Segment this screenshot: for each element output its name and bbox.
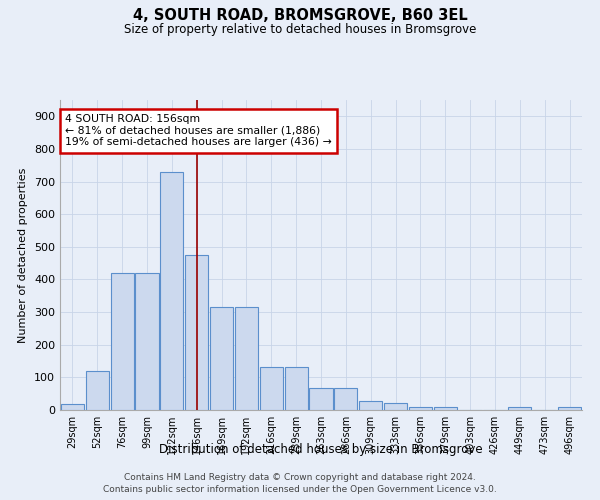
Bar: [235, 307, 258, 410]
Bar: [185, 255, 208, 410]
Bar: [384, 403, 407, 410]
Bar: [508, 406, 532, 410]
Bar: [86, 371, 109, 410]
Bar: [334, 388, 358, 410]
Bar: [359, 401, 382, 410]
Y-axis label: Number of detached properties: Number of detached properties: [19, 168, 28, 342]
Bar: [434, 406, 457, 410]
Bar: [160, 172, 184, 410]
Bar: [558, 406, 581, 410]
Bar: [284, 367, 308, 410]
Text: Distribution of detached houses by size in Bromsgrove: Distribution of detached houses by size …: [159, 442, 483, 456]
Text: Contains public sector information licensed under the Open Government Licence v3: Contains public sector information licen…: [103, 485, 497, 494]
Bar: [136, 273, 158, 410]
Bar: [210, 307, 233, 410]
Text: 4, SOUTH ROAD, BROMSGROVE, B60 3EL: 4, SOUTH ROAD, BROMSGROVE, B60 3EL: [133, 8, 467, 22]
Text: Size of property relative to detached houses in Bromsgrove: Size of property relative to detached ho…: [124, 22, 476, 36]
Text: 4 SOUTH ROAD: 156sqm
← 81% of detached houses are smaller (1,886)
19% of semi-de: 4 SOUTH ROAD: 156sqm ← 81% of detached h…: [65, 114, 332, 147]
Bar: [110, 273, 134, 410]
Bar: [61, 404, 84, 410]
Bar: [409, 406, 432, 410]
Bar: [260, 367, 283, 410]
Text: Contains HM Land Registry data © Crown copyright and database right 2024.: Contains HM Land Registry data © Crown c…: [124, 472, 476, 482]
Bar: [310, 388, 332, 410]
